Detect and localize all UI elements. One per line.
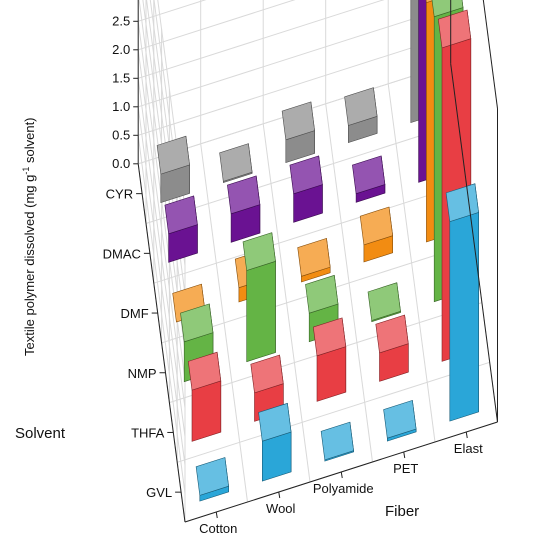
bar-front-face — [316, 346, 347, 402]
bar-elast-cyr — [445, 183, 479, 422]
bar-wool-thfa — [227, 175, 261, 243]
bar-top-face — [180, 303, 214, 343]
floor-grid-line — [177, 361, 490, 463]
z-tick-label: DMAC — [103, 246, 141, 261]
y-tick-label: 2.0 — [112, 42, 130, 57]
z-tick-label: DMF — [121, 306, 149, 321]
x-tick-mark — [340, 471, 343, 479]
bar-cotton-cyr — [195, 457, 229, 502]
x-tick-mark — [465, 431, 468, 439]
bar-wool-cyr — [258, 402, 292, 482]
bar-wool-gvl — [219, 143, 253, 184]
back-wall-grid-line — [138, 0, 296, 51]
bar-top-face — [375, 314, 409, 354]
x-axis-title: Fiber — [385, 503, 419, 520]
y-tick-label: 1.0 — [112, 99, 130, 114]
y-tick-label: 2.5 — [112, 13, 130, 28]
bar-polyamide-nmp — [297, 238, 331, 283]
bar-pet-nmp — [359, 206, 394, 263]
bar-top-face — [352, 155, 386, 195]
bar-top-face — [156, 135, 190, 175]
bar-top-face — [297, 238, 331, 277]
bar-polyamide-cyr — [320, 421, 354, 462]
z-tick-label: NMP — [128, 366, 157, 381]
bar-pet-dmac — [375, 314, 409, 382]
y-tick-label: 1.5 — [112, 70, 130, 85]
frame-top-right-edge — [482, 0, 498, 109]
y-axis-title-sup: -1 — [21, 167, 31, 175]
y-axis-title: Textile polymer dissolved (mg g-1 solven… — [21, 117, 37, 356]
bar-top-face — [289, 155, 323, 195]
bar-top-face — [312, 317, 347, 357]
bar-cotton-thfa — [164, 195, 198, 263]
bar-top-face — [258, 402, 292, 442]
x-tick-label: PET — [393, 461, 418, 476]
bar-polyamide-thfa — [289, 155, 323, 223]
bar-pet-cyr — [383, 400, 417, 442]
floor-grid-line — [153, 182, 467, 284]
z-tick-label: GVL — [146, 485, 172, 500]
bar-pet-gvl — [344, 87, 378, 144]
bar-top-face — [187, 351, 222, 391]
x-tick-mark — [215, 511, 218, 519]
bar-top-face — [305, 274, 339, 314]
y-axis-title-tail: solvent) — [22, 117, 37, 166]
bar-top-face — [227, 175, 261, 215]
bar-cotton-gvl — [156, 135, 190, 204]
bar-top-face — [431, 0, 464, 18]
back-wall-grid-line — [138, 0, 385, 79]
frame-right-floor-edge — [450, 63, 498, 423]
bar-pet-thfa — [352, 155, 386, 203]
z-tick-label: THFA — [131, 425, 165, 440]
back-wall-grid-line — [138, 34, 451, 136]
x-tick-label: Elast — [454, 441, 483, 456]
bar-top-face — [250, 354, 284, 394]
bar-wool-dmf — [242, 232, 276, 363]
bar-top-face — [219, 143, 253, 182]
x-tick-label: Wool — [266, 501, 295, 516]
z-axis-line — [137, 163, 186, 523]
bar-top-face — [320, 421, 354, 461]
bar-top-face — [437, 9, 472, 49]
bar-front-face — [191, 380, 222, 442]
bar-top-face — [195, 457, 229, 496]
y-tick-label: 0.0 — [112, 156, 130, 171]
back-wall-grid-line — [138, 0, 207, 22]
x-tick-label: Polyamide — [313, 481, 374, 496]
bar-top-face — [359, 206, 394, 246]
bar-top-face — [367, 282, 401, 321]
bars-layer — [156, 0, 479, 502]
z-tick-label: CYR — [106, 187, 133, 202]
y-tick-label: 0.5 — [112, 127, 130, 142]
bar-top-face — [164, 195, 198, 235]
bar-polyamide-gvl — [281, 101, 315, 164]
x-tick-mark — [403, 451, 406, 459]
x-tick-label: Cotton — [199, 521, 237, 533]
bar-polyamide-dmac — [312, 317, 347, 402]
back-wall-grid-line — [138, 6, 451, 108]
frame-layer — [133, 0, 498, 523]
y-axis-title-main: Textile polymer dissolved (mg g — [22, 175, 37, 356]
labels-layer: Fiber Solvent Textile polymer dissolved … — [15, 13, 483, 533]
z-axis-title: Solvent — [15, 425, 66, 442]
bar-top-face — [344, 87, 378, 126]
bar-pet-dmf — [367, 282, 401, 323]
bar-front-face — [246, 260, 276, 363]
bar-top-face — [281, 101, 315, 141]
bar-top-face — [383, 400, 417, 439]
x-tick-mark — [278, 491, 281, 499]
bar-cotton-dmac — [187, 351, 222, 442]
bar-top-face — [242, 232, 276, 271]
